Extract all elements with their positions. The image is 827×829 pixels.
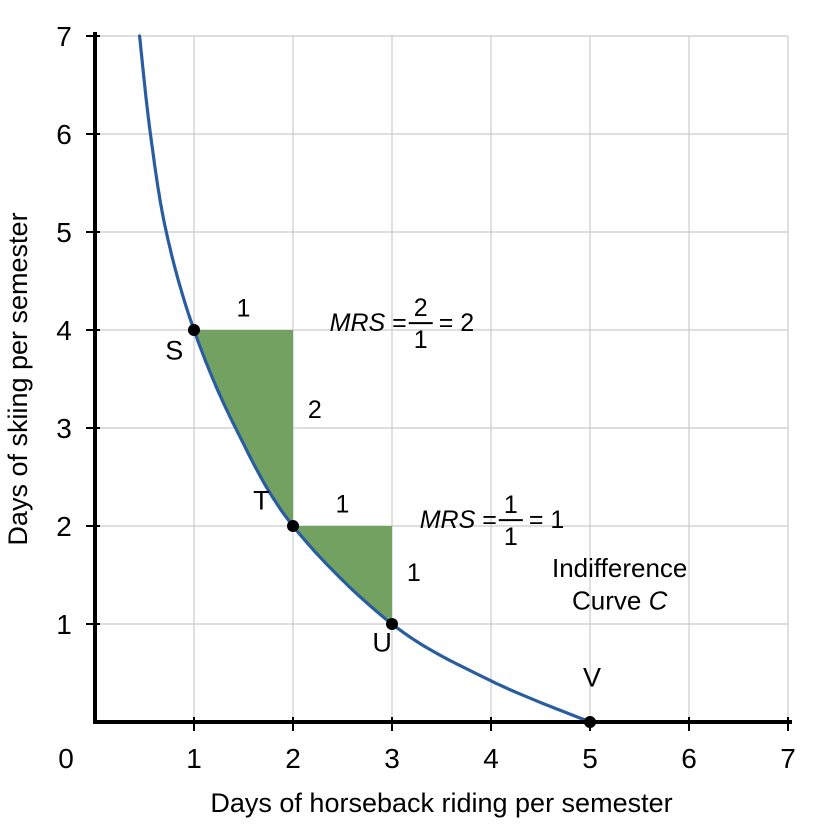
y-tick-label: 7 [56, 21, 72, 52]
point-U [386, 618, 398, 630]
mrs-result: = 2 [439, 309, 474, 337]
x-tick-label: 3 [384, 743, 400, 774]
point-T [287, 520, 299, 532]
mrs-result: = 1 [529, 506, 564, 534]
x-tick-label: 7 [780, 743, 796, 774]
x-tick-label: 1 [186, 743, 202, 774]
x-tick-label: 6 [681, 743, 697, 774]
mrs-fraction-numerator: 2 [414, 294, 428, 322]
y-tick-label: 1 [56, 609, 72, 640]
mrs-annotation-text: MRS = [330, 309, 407, 337]
y-tick-label: 6 [56, 119, 72, 150]
point-label-U: U [372, 627, 392, 657]
x-tick-label: 2 [285, 743, 301, 774]
triangle-rise-label: 1 [407, 559, 421, 587]
point-S [188, 324, 200, 336]
point-V [584, 716, 596, 728]
point-label-T: T [253, 485, 270, 515]
point-label-V: V [583, 663, 601, 693]
curve-label-line1: Indifference [552, 553, 687, 583]
indifference-curve [138, 34, 592, 724]
mrs-fraction-denominator: 1 [504, 523, 518, 551]
y-tick-label: 3 [56, 413, 72, 444]
x-tick-label: 5 [582, 743, 598, 774]
y-axis-title: Days of skiing per semester [3, 212, 33, 545]
x-axis-title: Days of horseback riding per semester [210, 788, 672, 818]
point-label-S: S [165, 335, 183, 365]
triangle-rise-label: 2 [308, 396, 322, 424]
mrs-triangle [194, 330, 293, 526]
y-tick-label: 2 [56, 511, 72, 542]
mrs-fraction-denominator: 1 [414, 326, 428, 354]
curve-label-line2: Curve C [572, 585, 668, 615]
y-tick-label: 4 [56, 315, 72, 346]
mrs-triangle [293, 526, 392, 624]
origin-tick-label: 0 [58, 743, 74, 774]
y-tick-label: 5 [56, 217, 72, 248]
triangle-run-label: 1 [336, 490, 350, 518]
mrs-annotation-text: MRS = [420, 506, 497, 534]
mrs-fraction-numerator: 1 [504, 491, 518, 519]
triangle-run-label: 1 [237, 294, 251, 322]
x-tick-label: 4 [483, 743, 499, 774]
